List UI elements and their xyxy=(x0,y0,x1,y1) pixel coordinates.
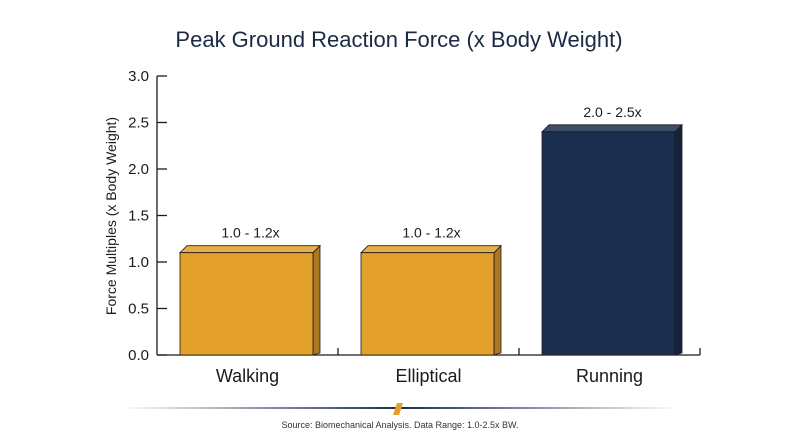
y-tick-label: 1.5 xyxy=(128,208,149,225)
y-tick-label: 0.0 xyxy=(128,347,149,364)
bar-top-face xyxy=(360,245,502,254)
data-label: 1.0 - 1.2x xyxy=(402,225,460,241)
bar-side-face xyxy=(312,244,321,356)
y-tick-label: 2.5 xyxy=(128,115,149,132)
bar-top-face xyxy=(179,245,321,254)
x-tick-label: Elliptical xyxy=(395,366,461,386)
bar-top-face xyxy=(541,124,683,133)
bar-running: 2.0 - 2.5x Running xyxy=(541,104,683,386)
y-tick-label: 1.0 xyxy=(128,254,149,271)
bar-front-face xyxy=(541,131,676,356)
bar-elliptical: 1.0 - 1.2x Elliptical xyxy=(360,225,502,386)
y-tick-label: 2.0 xyxy=(128,161,149,178)
bars: 1.0 - 1.2x Walking 1.0 - 1.2x Elliptical 2.0… xyxy=(179,104,683,386)
y-axis-label: Force Multiples (x Body Weight) xyxy=(103,117,119,315)
x-tick-label: Walking xyxy=(216,366,279,386)
data-label: 2.0 - 2.5x xyxy=(583,104,641,120)
divider-accent xyxy=(393,403,403,415)
bar-side-face xyxy=(674,123,683,356)
y-tick-label: 0.5 xyxy=(128,301,149,318)
bar-front-face xyxy=(179,252,314,356)
bar-side-face xyxy=(493,244,502,356)
source-note: Source: Biomechanical Analysis. Data Ran… xyxy=(281,420,518,430)
bar-front-face xyxy=(360,252,495,356)
bar-walking: 1.0 - 1.2x Walking xyxy=(179,225,321,386)
chart-title: Peak Ground Reaction Force (x Body Weigh… xyxy=(175,27,622,52)
y-tick-label: 3.0 xyxy=(128,68,149,85)
x-tick-label: Running xyxy=(576,366,643,386)
data-label: 1.0 - 1.2x xyxy=(221,225,279,241)
footer-divider xyxy=(120,403,680,415)
